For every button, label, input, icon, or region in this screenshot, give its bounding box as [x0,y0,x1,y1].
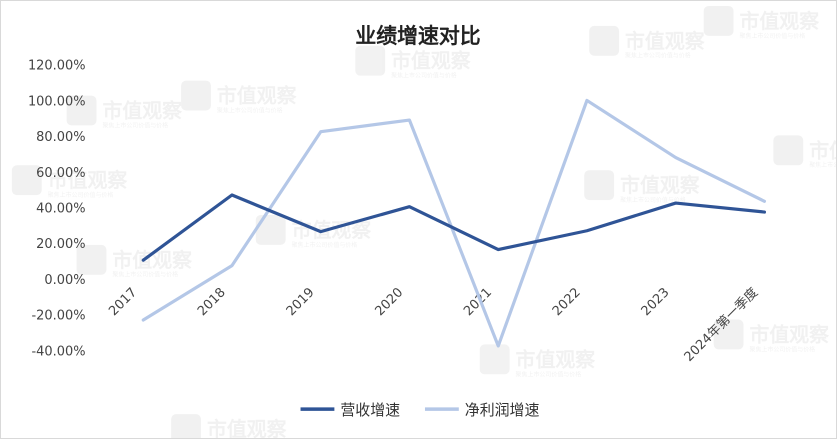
y-tick-label: 120.00% [28,59,86,74]
y-axis-ticks: 120.00% 100.00% 80.00% 60.00% 40.00% 20.00% 0.… [28,59,86,360]
x-tick-label: 2017 [106,285,140,319]
y-tick-label: 40.00% [36,202,85,217]
svg-text:市值观察: 市值观察 [207,417,287,439]
svg-text:聚焦上市公司价值与价格: 聚焦上市公司价值与价格 [740,32,806,40]
legend-label: 净利润增速 [465,401,540,419]
svg-text:聚焦上市公司价值与价格: 聚焦上市公司价值与价格 [516,370,582,378]
x-tick-label: 2023 [639,285,673,319]
svg-text:市值观察: 市值观察 [620,173,700,197]
svg-text:市值观察: 市值观察 [809,138,837,162]
svg-text:市值观察: 市值观察 [516,347,596,371]
svg-text:市值观察: 市值观察 [391,49,471,73]
y-tick-label: -40.00% [32,344,86,359]
x-tick-label: 2020 [372,285,406,319]
svg-text:市值观察: 市值观察 [625,29,705,53]
y-tick-label: 100.00% [28,94,86,109]
svg-text:聚焦上市公司价值与价格: 聚焦上市公司价值与价格 [48,191,114,199]
svg-text:聚焦上市公司价值与价格: 聚焦上市公司价值与价格 [620,196,686,204]
svg-text:市值观察: 市值观察 [48,168,128,192]
x-axis-ticks: 2017 2018 2019 2020 2021 2022 2023 2024年第一季度 [106,284,761,364]
y-tick-label: -20.00% [32,309,86,324]
x-tick-label: 2019 [284,285,318,319]
svg-text:聚焦上市公司价值与价格: 聚焦上市公司价值与价格 [102,121,168,129]
legend-label: 营收增速 [340,401,400,419]
svg-text:市值观察: 市值观察 [749,322,829,346]
y-tick-label: 20.00% [36,237,85,252]
series-lines [141,98,767,348]
x-tick-label: 2021 [461,285,495,319]
svg-text:聚焦上市公司价值与价格: 聚焦上市公司价值与价格 [112,271,178,279]
y-tick-label: 0.00% [44,273,85,288]
x-tick-label: 2018 [195,285,229,319]
svg-text:聚焦上市公司价值与价格: 聚焦上市公司价值与价格 [292,241,358,249]
series-line-1 [141,193,767,262]
svg-text:市值观察: 市值观察 [102,98,182,122]
watermark-layer: 市值观察聚焦上市公司价值与价格市值观察聚焦上市公司价值与价格市值观察聚焦上市公司… [11,5,837,439]
x-tick-label: 2022 [550,285,584,319]
y-tick-label: 60.00% [36,166,85,181]
svg-text:聚焦上市公司价值与价格: 聚焦上市公司价值与价格 [391,72,457,80]
svg-text:市值观察: 市值观察 [112,248,192,272]
svg-text:市值观察: 市值观察 [217,84,297,108]
svg-text:市值观察: 市值观察 [740,9,820,33]
chart-title: 业绩增速对比 [355,24,480,48]
svg-text:聚焦上市公司价值与价格: 聚焦上市公司价值与价格 [809,161,837,169]
y-tick-label: 80.00% [36,130,85,145]
series-line-2 [141,98,767,348]
svg-text:聚焦上市公司价值与价格: 聚焦上市公司价值与价格 [217,106,283,114]
svg-text:聚焦上市公司价值与价格: 聚焦上市公司价值与价格 [749,345,815,353]
svg-text:聚焦上市公司价值与价格: 聚焦上市公司价值与价格 [625,52,691,60]
legend: 营收增速 净利润增速 [300,401,540,419]
